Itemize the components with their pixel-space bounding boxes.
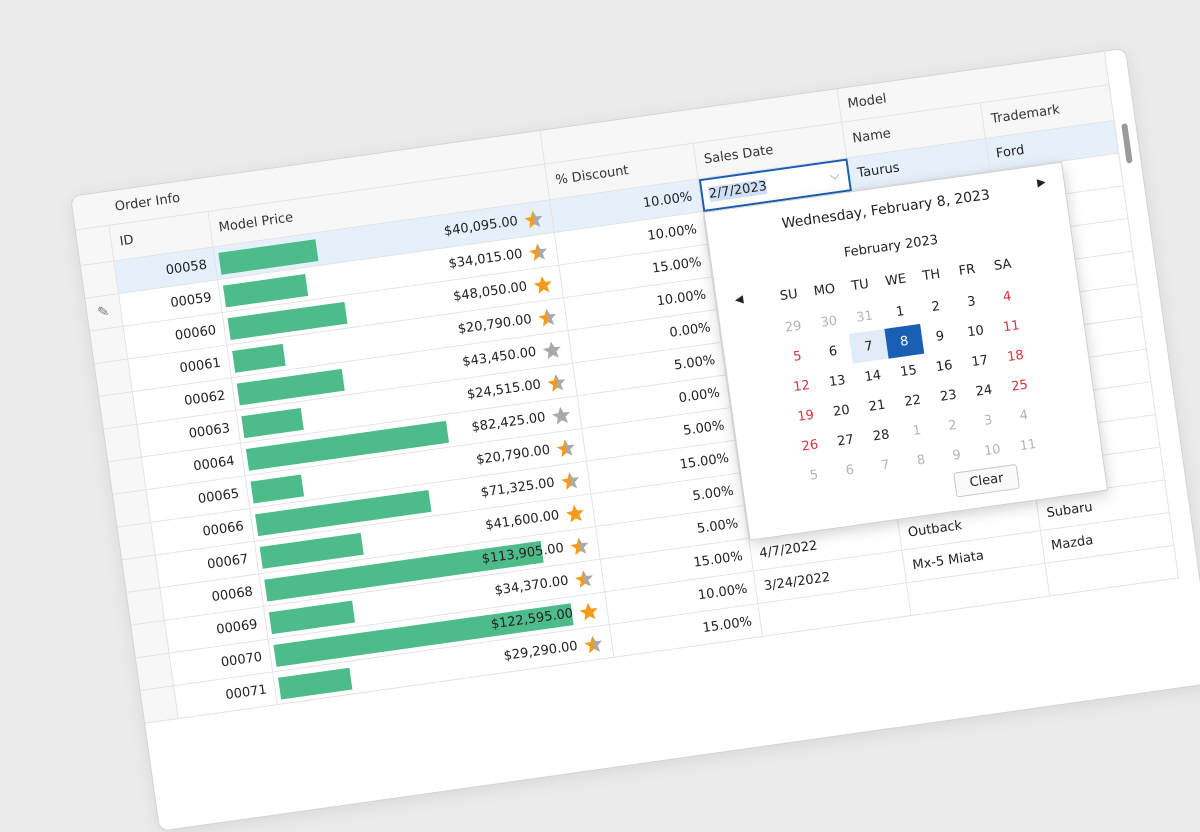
price-cell[interactable]: $122,595.00	[268, 592, 610, 673]
calendar-day[interactable]: 8	[915, 452, 927, 469]
prev-month[interactable]: ◀	[734, 292, 745, 307]
row-indicator	[113, 490, 152, 528]
price-bar	[277, 667, 353, 700]
row-indicator-header	[75, 225, 115, 267]
weekday-label: SU	[778, 286, 799, 304]
rating-star	[538, 308, 557, 326]
page: Order Info Model ID Model Price% Discount Sa…	[70, 47, 1200, 832]
price-cell[interactable]: $20,790.00	[245, 428, 588, 509]
price-label: $34,015.00	[447, 246, 524, 272]
calendar-popup: Wednesday, February 8, 2023 February 2023…	[703, 161, 1109, 541]
row-indicator	[140, 686, 179, 724]
scrollbar	[1121, 123, 1133, 164]
price-cell[interactable]: $34,015.00	[218, 232, 560, 313]
rating-star	[561, 471, 580, 490]
price-label: $40,095.00	[443, 213, 519, 239]
rating-star	[552, 406, 570, 424]
weekday-label: WE	[884, 271, 908, 289]
calendar-day[interactable]: 9	[951, 447, 962, 464]
price-label: $71,325.00	[479, 474, 556, 501]
calendar-day[interactable]: 10	[983, 441, 1002, 459]
price-label: $82,425.00	[470, 409, 547, 435]
next-month[interactable]: ▶	[1036, 175, 1047, 190]
price-cell[interactable]: $40,095.00	[213, 200, 555, 281]
price-cell[interactable]: $41,600.00	[254, 494, 597, 575]
price-label: $24,515.00	[466, 376, 542, 403]
price-label: $48,050.00	[452, 278, 529, 305]
row-indicator	[94, 359, 133, 397]
rating-star	[570, 537, 589, 555]
dropdown-button[interactable]: ⌵	[828, 167, 841, 184]
row-indicator	[131, 620, 170, 659]
rating-star	[529, 242, 547, 261]
rating-star	[547, 373, 566, 392]
price-label: $29,290.00	[502, 638, 579, 664]
edit-icon: ✎	[96, 303, 111, 322]
price-bar	[241, 407, 304, 438]
calendar-day[interactable]: 7	[880, 457, 891, 474]
date-editor-text: 2/7/2023	[707, 178, 768, 202]
calendar-day[interactable]: 5	[808, 467, 820, 484]
rating-star	[524, 210, 543, 228]
row-indicator	[117, 522, 156, 561]
weekday-label: TH	[921, 266, 942, 284]
rating-star	[542, 340, 561, 359]
price-label: $20,790.00	[456, 311, 533, 337]
row-indicator	[103, 424, 143, 463]
rating-star	[579, 602, 598, 621]
row-indicator	[135, 653, 175, 691]
rating-star	[556, 439, 575, 457]
price-cell[interactable]: $71,325.00	[250, 461, 592, 542]
price-bar	[232, 343, 286, 373]
price-cell[interactable]: $82,425.00	[241, 396, 583, 477]
rating-star	[574, 569, 593, 588]
weekday-label: SA	[992, 256, 1013, 274]
calendar-day[interactable]: 6	[844, 462, 855, 479]
price-label: $43,450.00	[461, 344, 538, 370]
price-cell[interactable]: $113,905.00	[259, 526, 601, 607]
price-bar	[250, 474, 304, 503]
data-grid: Order Info Model ID Model Price% Discount Sa…	[70, 47, 1200, 832]
price-label: $20,790.00	[475, 442, 552, 468]
weekday-label: MO	[812, 281, 837, 299]
row-indicator	[90, 326, 129, 365]
row-indicator	[99, 392, 138, 430]
price-cell[interactable]: $24,515.00	[236, 363, 578, 444]
rating-star	[565, 504, 584, 522]
row-indicator	[126, 588, 166, 626]
calendar-day[interactable]: 11	[1018, 436, 1038, 454]
weekday-label: FR	[957, 261, 977, 279]
rating-star	[533, 275, 552, 294]
price-cell[interactable]: $20,790.00	[227, 298, 569, 379]
price-cell[interactable]: $48,050.00	[222, 265, 565, 346]
rating-star	[584, 635, 602, 653]
row-indicator	[122, 555, 161, 593]
price-label: $41,600.00	[484, 507, 561, 533]
price-label: $34,370.00	[493, 572, 570, 599]
weekday-label: TU	[850, 276, 870, 294]
price-cell[interactable]: $34,370.00	[264, 559, 606, 640]
price-cell[interactable]: $43,450.00	[231, 330, 574, 411]
row-indicator	[108, 457, 147, 495]
row-indicator	[80, 261, 120, 299]
